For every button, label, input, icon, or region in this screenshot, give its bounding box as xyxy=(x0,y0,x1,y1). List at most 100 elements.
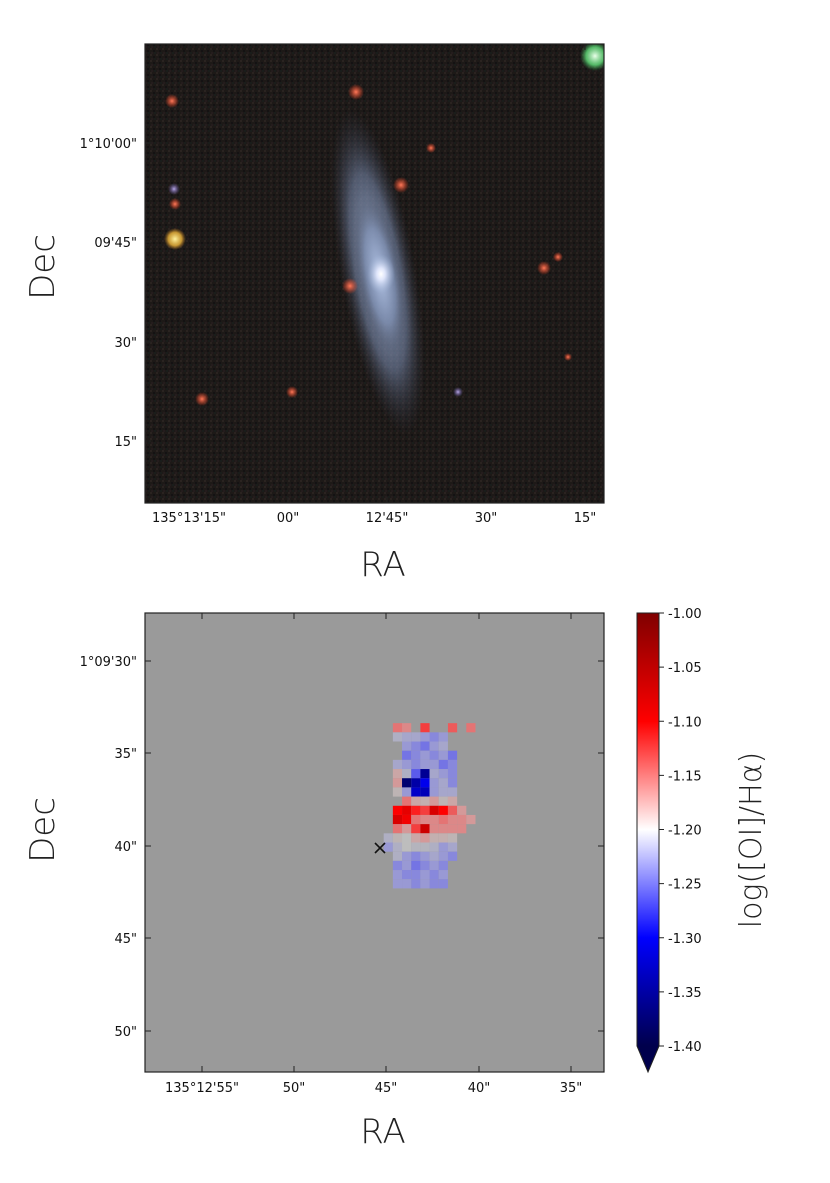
star xyxy=(286,386,298,398)
spaxel xyxy=(429,842,439,852)
spaxel xyxy=(438,833,448,843)
colorbar-title: log([OI]/Hα) xyxy=(734,752,769,928)
spaxel xyxy=(420,824,430,834)
spaxel xyxy=(402,723,412,733)
spaxel xyxy=(420,750,430,760)
spaxel xyxy=(420,723,430,733)
spaxel xyxy=(411,778,421,788)
spaxel xyxy=(429,851,439,861)
spaxel xyxy=(411,833,421,843)
spaxel xyxy=(420,778,430,788)
spaxel xyxy=(429,860,439,871)
spaxel xyxy=(383,842,393,852)
spaxel xyxy=(392,778,403,788)
spaxel xyxy=(411,879,421,889)
colorbar-tick-label: -1.25 xyxy=(668,878,702,893)
top-y-tick-label: 1°10'00" xyxy=(80,137,137,152)
colorbar-tick-label: -1.40 xyxy=(668,1040,702,1055)
star xyxy=(453,387,463,397)
spaxel xyxy=(429,879,439,889)
spaxel xyxy=(392,824,403,834)
spaxel xyxy=(447,851,458,861)
colorbar-tick-label: -1.30 xyxy=(668,932,702,947)
bottom-x-tick-label: 45" xyxy=(375,1081,398,1096)
spaxel xyxy=(447,814,458,825)
spaxel xyxy=(438,732,448,742)
spaxel xyxy=(411,824,421,834)
spaxel xyxy=(402,851,412,861)
bottom-x-tick-label: 40" xyxy=(468,1081,491,1096)
spaxel xyxy=(402,769,412,779)
top-x-tick-label: 00" xyxy=(277,511,300,526)
spaxel xyxy=(438,814,448,825)
spaxel xyxy=(392,851,403,861)
bottom-x-tick-label: 135°12'55" xyxy=(165,1081,239,1096)
map-background xyxy=(145,613,604,1072)
spaxel xyxy=(438,759,448,770)
spaxel xyxy=(402,824,412,834)
spaxel xyxy=(402,879,412,889)
spaxel xyxy=(392,759,403,770)
spaxel xyxy=(438,879,448,889)
spaxel xyxy=(392,879,403,889)
star xyxy=(169,198,181,210)
spaxel xyxy=(392,833,403,843)
spaxel xyxy=(466,723,476,733)
spaxel xyxy=(447,805,458,815)
spaxel xyxy=(438,741,448,751)
spaxel xyxy=(429,833,439,843)
spaxel xyxy=(402,805,412,815)
bottom-y-tick-label: 1°09'30" xyxy=(80,655,137,670)
spaxel xyxy=(392,805,403,815)
spaxel xyxy=(447,824,458,834)
spaxel xyxy=(438,750,448,760)
spaxel xyxy=(457,805,467,815)
spaxel xyxy=(411,842,421,852)
bottom-plot-frame xyxy=(144,612,605,1073)
star xyxy=(426,143,436,153)
spaxel xyxy=(447,759,458,770)
spaxel xyxy=(429,870,439,880)
top-x-tick-label: 135°13'15" xyxy=(152,511,226,526)
spaxel xyxy=(402,759,412,770)
spaxel xyxy=(392,769,403,779)
top-image-panel: 135°13'15" 00" 12'45" 30" 15" 1°10'00" 0… xyxy=(23,43,605,585)
spaxel xyxy=(402,778,412,788)
colorbar-tick-label: -1.00 xyxy=(668,607,702,622)
spaxel xyxy=(420,796,430,806)
top-x-tick-label: 15" xyxy=(574,511,597,526)
spaxel xyxy=(411,870,421,880)
star xyxy=(580,44,604,71)
star xyxy=(168,183,180,195)
spaxel xyxy=(402,833,412,843)
galaxy-core xyxy=(367,254,395,294)
spaxel xyxy=(420,741,430,751)
spaxel xyxy=(429,814,439,825)
colorbar-tick-label: -1.15 xyxy=(668,769,702,784)
spaxel xyxy=(411,787,421,797)
spaxel xyxy=(411,805,421,815)
spaxel xyxy=(392,723,403,733)
bottom-y-tick-label: 35" xyxy=(114,747,137,762)
spaxel xyxy=(411,759,421,770)
colorbar-extend-arrow xyxy=(637,1046,659,1072)
top-y-tick-label: 09'45" xyxy=(94,236,137,251)
star xyxy=(342,278,358,294)
sky-image xyxy=(145,44,604,503)
star xyxy=(553,252,563,262)
spaxel xyxy=(447,787,458,797)
spaxel xyxy=(438,778,448,788)
spaxel xyxy=(402,814,412,825)
spaxel xyxy=(411,851,421,861)
spaxel xyxy=(429,824,439,834)
spaxel-map xyxy=(383,723,476,889)
spaxel xyxy=(392,860,403,871)
spaxel xyxy=(447,778,458,788)
top-x-tick-label: 30" xyxy=(475,511,498,526)
spaxel xyxy=(402,750,412,760)
spaxel xyxy=(457,814,467,825)
star xyxy=(537,261,551,275)
spaxel xyxy=(402,796,412,806)
star xyxy=(564,353,572,361)
spaxel xyxy=(420,851,430,861)
